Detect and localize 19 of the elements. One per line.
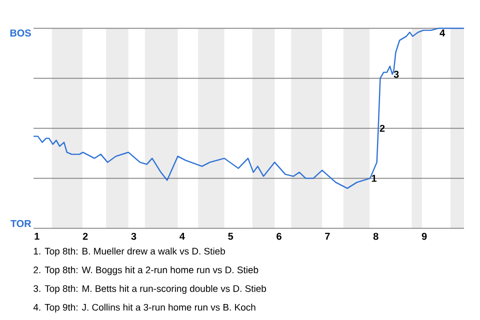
x-tick-label: 5 — [228, 232, 234, 240]
x-tick-label: 6 — [276, 232, 282, 240]
x-tick-label: 1 — [34, 232, 40, 240]
text: 3. Top 8th: M. Betts hit a run-scoring double vs D. Stieb — [34, 284, 266, 294]
annotation: 2 — [380, 124, 385, 132]
text: 1. Top 8th: B. Mueller drew a walk vs D. Stieb — [34, 248, 225, 256]
x-tick-label: 4 — [180, 232, 185, 240]
x-tick-label: 7 — [325, 232, 330, 240]
x-tick-label: 9 — [422, 232, 427, 240]
text: BOS — [10, 30, 31, 37]
x-tick-label: 8 — [373, 232, 378, 240]
text: TOR — [10, 220, 32, 228]
annotation: 4 — [440, 29, 446, 36]
annotation: 1 — [372, 174, 377, 182]
annotation: 3 — [394, 70, 399, 78]
x-tick-label: 3 — [131, 232, 136, 240]
x-tick-label: 2 — [82, 232, 88, 240]
text: 4. Top 9th: J. Collins hit a 3-run home run vs B. Koch — [33, 304, 256, 313]
text: 2. Top 8th: W. Boggs hit a 2-run home run vs D. Stieb — [34, 266, 258, 276]
